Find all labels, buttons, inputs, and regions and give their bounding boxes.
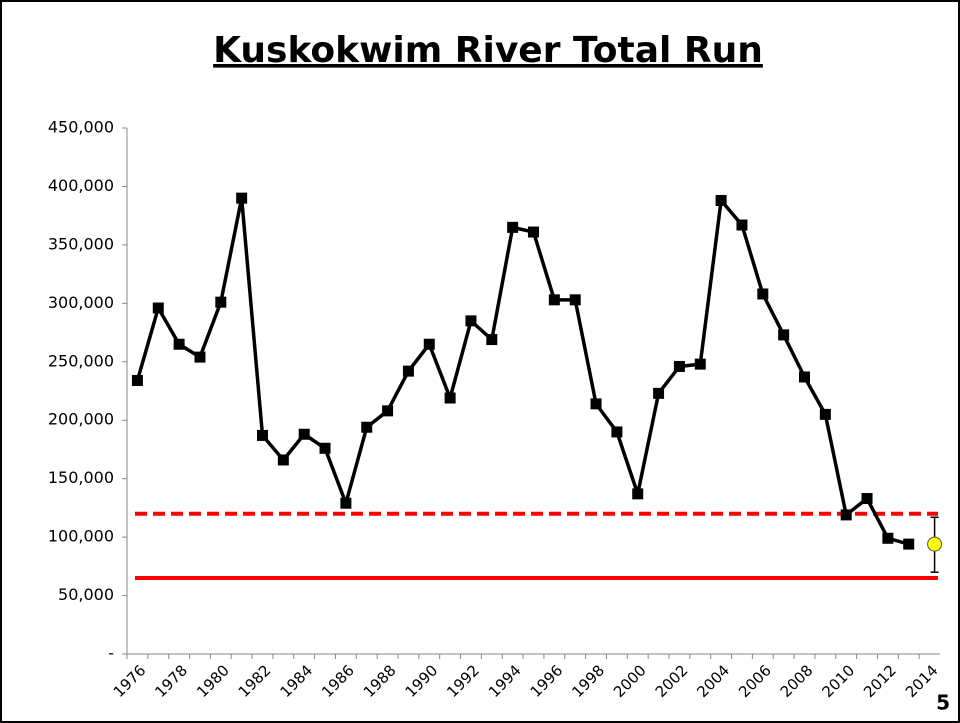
page-number: 5 (936, 691, 950, 715)
marker (861, 493, 873, 505)
y-tick-label: 300,000 (48, 293, 114, 312)
marker (257, 429, 268, 441)
marker (840, 509, 852, 521)
y-tick-label: 450,000 (48, 118, 114, 137)
y-tick-label: 400,000 (48, 176, 114, 195)
marker (569, 294, 581, 306)
y-tick-label: 350,000 (48, 234, 114, 253)
marker (819, 408, 831, 420)
y-tick-label: 200,000 (48, 410, 114, 429)
marker (215, 296, 227, 308)
marker (632, 488, 644, 500)
marker (194, 351, 206, 363)
marker (361, 421, 373, 433)
y-tick-label: 100,000 (48, 527, 114, 546)
marker (340, 497, 352, 509)
y-tick-label: 150,000 (48, 468, 114, 487)
marker (173, 338, 185, 350)
marker (486, 334, 498, 346)
marker (694, 358, 706, 370)
marker (715, 194, 727, 206)
marker (590, 398, 602, 410)
marker (736, 219, 748, 231)
y-tick-label: - (108, 644, 114, 663)
y-tick-label: 50,000 (58, 585, 114, 604)
marker (778, 329, 790, 341)
marker (653, 387, 665, 399)
marker (611, 426, 623, 438)
marker (382, 405, 394, 417)
y-tick-label: 250,000 (48, 351, 114, 370)
marker (903, 538, 915, 550)
marker (757, 288, 769, 300)
marker (673, 360, 685, 372)
marker (444, 392, 456, 404)
marker (465, 315, 477, 327)
marker (152, 302, 164, 314)
marker (277, 454, 289, 466)
marker (528, 226, 539, 238)
marker (882, 532, 894, 544)
marker (799, 371, 810, 383)
marker (131, 374, 143, 386)
marker (236, 192, 248, 204)
marker (548, 294, 560, 306)
marker (507, 221, 519, 233)
chart-title: Kuskokwim River Total Run (213, 30, 763, 71)
forecast-point (927, 536, 943, 552)
marker (319, 442, 331, 454)
marker (423, 338, 435, 350)
marker (402, 365, 414, 377)
marker (298, 428, 310, 440)
